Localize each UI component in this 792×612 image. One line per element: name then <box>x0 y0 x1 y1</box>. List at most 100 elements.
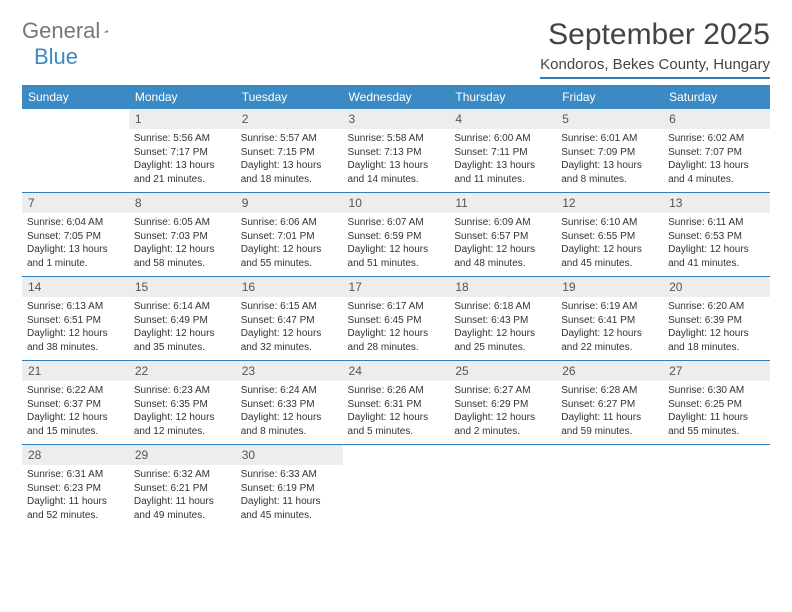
day-details: Sunrise: 6:04 AMSunset: 7:05 PMDaylight:… <box>22 213 129 276</box>
sunset: Sunset: 6:39 PM <box>668 314 765 328</box>
sunrise: Sunrise: 6:05 AM <box>134 216 231 230</box>
sunrise: Sunrise: 5:58 AM <box>348 132 445 146</box>
sunset: Sunset: 6:29 PM <box>454 398 551 412</box>
day-number: 18 <box>449 277 556 297</box>
sunrise: Sunrise: 6:28 AM <box>561 384 658 398</box>
sunset: Sunset: 6:27 PM <box>561 398 658 412</box>
daylight: Daylight: 13 hours and 18 minutes. <box>241 159 338 186</box>
calendar-cell: 1Sunrise: 5:56 AMSunset: 7:17 PMDaylight… <box>129 109 236 193</box>
sunset: Sunset: 6:19 PM <box>241 482 338 496</box>
day-number: 19 <box>556 277 663 297</box>
daylight: Daylight: 13 hours and 1 minute. <box>27 243 124 270</box>
calendar-cell: 4Sunrise: 6:00 AMSunset: 7:11 PMDaylight… <box>449 109 556 193</box>
sunset: Sunset: 6:47 PM <box>241 314 338 328</box>
sunset: Sunset: 6:43 PM <box>454 314 551 328</box>
sunrise: Sunrise: 6:17 AM <box>348 300 445 314</box>
daylight: Daylight: 11 hours and 59 minutes. <box>561 411 658 438</box>
day-number: 17 <box>343 277 450 297</box>
day-number: 20 <box>663 277 770 297</box>
daylight: Daylight: 12 hours and 51 minutes. <box>348 243 445 270</box>
calendar-cell: 29Sunrise: 6:32 AMSunset: 6:21 PMDayligh… <box>129 445 236 529</box>
day-number: 4 <box>449 109 556 129</box>
day-number: 27 <box>663 361 770 381</box>
calendar-cell: 21Sunrise: 6:22 AMSunset: 6:37 PMDayligh… <box>22 361 129 445</box>
sunrise: Sunrise: 6:00 AM <box>454 132 551 146</box>
day-number: 13 <box>663 193 770 213</box>
calendar-cell <box>343 445 450 529</box>
day-details: Sunrise: 6:05 AMSunset: 7:03 PMDaylight:… <box>129 213 236 276</box>
daylight: Daylight: 12 hours and 28 minutes. <box>348 327 445 354</box>
day-header-saturday: Saturday <box>663 85 770 109</box>
day-number: 30 <box>236 445 343 465</box>
day-details: Sunrise: 6:20 AMSunset: 6:39 PMDaylight:… <box>663 297 770 360</box>
sunset: Sunset: 6:21 PM <box>134 482 231 496</box>
calendar-cell: 15Sunrise: 6:14 AMSunset: 6:49 PMDayligh… <box>129 277 236 361</box>
calendar-cell: 24Sunrise: 6:26 AMSunset: 6:31 PMDayligh… <box>343 361 450 445</box>
daylight: Daylight: 11 hours and 55 minutes. <box>668 411 765 438</box>
calendar-cell: 2Sunrise: 5:57 AMSunset: 7:15 PMDaylight… <box>236 109 343 193</box>
day-details: Sunrise: 6:14 AMSunset: 6:49 PMDaylight:… <box>129 297 236 360</box>
sunrise: Sunrise: 6:31 AM <box>27 468 124 482</box>
day-details: Sunrise: 5:58 AMSunset: 7:13 PMDaylight:… <box>343 129 450 192</box>
sunset: Sunset: 6:37 PM <box>27 398 124 412</box>
sunset: Sunset: 6:31 PM <box>348 398 445 412</box>
calendar-cell: 18 Sunrise: 6:18 AMSunset: 6:43 PMDayligh… <box>449 277 556 361</box>
sunrise: Sunrise: 6:15 AM <box>241 300 338 314</box>
day-number: 11 <box>449 193 556 213</box>
day-details: Sunrise: 6:30 AMSunset: 6:25 PMDaylight:… <box>663 381 770 444</box>
calendar-cell: 26Sunrise: 6:28 AMSunset: 6:27 PMDayligh… <box>556 361 663 445</box>
day-number: 1 <box>129 109 236 129</box>
day-details: Sunrise: 6:31 AMSunset: 6:23 PMDaylight:… <box>22 465 129 528</box>
sunrise: Sunrise: 6:01 AM <box>561 132 658 146</box>
daylight: Daylight: 11 hours and 52 minutes. <box>27 495 124 522</box>
day-header-thursday: Thursday <box>449 85 556 109</box>
sunset: Sunset: 7:17 PM <box>134 146 231 160</box>
daylight: Daylight: 12 hours and 25 minutes. <box>454 327 551 354</box>
calendar-cell: 7Sunrise: 6:04 AMSunset: 7:05 PMDaylight… <box>22 193 129 277</box>
daylight: Daylight: 13 hours and 14 minutes. <box>348 159 445 186</box>
calendar-header-row: SundayMondayTuesdayWednesdayThursdayFrid… <box>22 85 770 109</box>
sunrise: Sunrise: 6:11 AM <box>668 216 765 230</box>
calendar-cell <box>663 445 770 529</box>
sunset: Sunset: 7:15 PM <box>241 146 338 160</box>
sunrise: Sunrise: 6:04 AM <box>27 216 124 230</box>
daylight: Daylight: 12 hours and 41 minutes. <box>668 243 765 270</box>
sunrise: Sunrise: 5:56 AM <box>134 132 231 146</box>
sunrise: Sunrise: 6:32 AM <box>134 468 231 482</box>
calendar-cell: 20Sunrise: 6:20 AMSunset: 6:39 PMDayligh… <box>663 277 770 361</box>
calendar-cell <box>22 109 129 193</box>
calendar-cell: 9Sunrise: 6:06 AMSunset: 7:01 PMDaylight… <box>236 193 343 277</box>
sunrise: Sunrise: 6:18 AM <box>454 300 551 314</box>
day-details: Sunrise: 6:22 AMSunset: 6:37 PMDaylight:… <box>22 381 129 444</box>
sunrise: Sunrise: 6:06 AM <box>241 216 338 230</box>
daylight: Daylight: 11 hours and 49 minutes. <box>134 495 231 522</box>
day-number: 28 <box>22 445 129 465</box>
sunrise: Sunrise: 6:10 AM <box>561 216 658 230</box>
daylight: Daylight: 12 hours and 5 minutes. <box>348 411 445 438</box>
title-block: September 2025 Kondoros, Bekes County, H… <box>540 18 770 79</box>
daylight: Daylight: 13 hours and 8 minutes. <box>561 159 658 186</box>
calendar-table: SundayMondayTuesdayWednesdayThursdayFrid… <box>22 85 770 528</box>
day-details: Sunrise: 6:33 AMSunset: 6:19 PMDaylight:… <box>236 465 343 528</box>
day-number: 23 <box>236 361 343 381</box>
day-number: 21 <box>22 361 129 381</box>
calendar-cell: 25Sunrise: 6:27 AMSunset: 6:29 PMDayligh… <box>449 361 556 445</box>
daylight: Daylight: 12 hours and 35 minutes. <box>134 327 231 354</box>
day-details: Sunrise: 6:13 AMSunset: 6:51 PMDaylight:… <box>22 297 129 360</box>
calendar-cell: 3Sunrise: 5:58 AMSunset: 7:13 PMDaylight… <box>343 109 450 193</box>
sunrise: Sunrise: 6:33 AM <box>241 468 338 482</box>
sunrise: Sunrise: 6:07 AM <box>348 216 445 230</box>
daylight: Daylight: 12 hours and 45 minutes. <box>561 243 658 270</box>
daylight: Daylight: 12 hours and 22 minutes. <box>561 327 658 354</box>
sunset: Sunset: 6:33 PM <box>241 398 338 412</box>
day-number: 22 <box>129 361 236 381</box>
day-details: Sunrise: 6:26 AMSunset: 6:31 PMDaylight:… <box>343 381 450 444</box>
calendar-body: 1 Sunrise: 5:56 AMSunset: 7:17 PM Daylight… <box>22 109 770 528</box>
sunrise: Sunrise: 6:14 AM <box>134 300 231 314</box>
calendar-cell <box>556 445 663 529</box>
daylight: Daylight: 12 hours and 8 minutes. <box>241 411 338 438</box>
sunset: Sunset: 6:25 PM <box>668 398 765 412</box>
sunrise: Sunrise: 6:19 AM <box>561 300 658 314</box>
month-title: September 2025 <box>540 18 770 52</box>
day-number: 14 <box>22 277 129 297</box>
